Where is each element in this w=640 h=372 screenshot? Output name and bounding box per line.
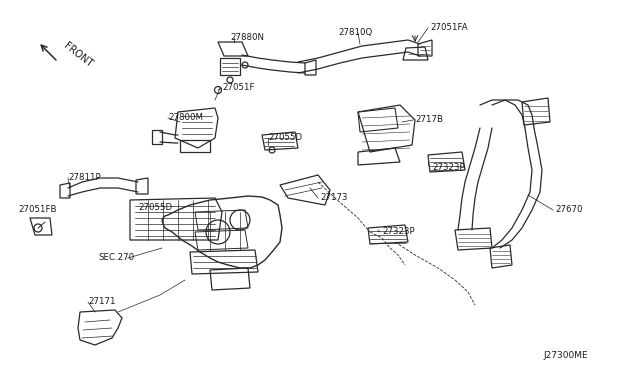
Text: SEC.270: SEC.270 [98,253,134,263]
Text: 27323P: 27323P [382,228,415,237]
Text: 27055D: 27055D [268,134,302,142]
Text: 27051FA: 27051FA [430,23,468,32]
Text: J27300ME: J27300ME [543,350,588,359]
Text: 27810Q: 27810Q [338,28,372,36]
Text: 27323P: 27323P [432,164,465,173]
Text: FRONT: FRONT [62,41,95,69]
Text: 27800M: 27800M [168,113,203,122]
Text: 27171: 27171 [88,298,115,307]
Text: 27051F: 27051F [222,83,255,93]
Text: 2717B: 2717B [415,115,443,125]
Text: 27051FB: 27051FB [18,205,56,215]
Text: 27670: 27670 [555,205,582,215]
Text: 27055D: 27055D [138,203,172,212]
Text: 27880N: 27880N [230,33,264,42]
Text: 27811P: 27811P [68,173,100,183]
Text: 27173: 27173 [320,193,348,202]
